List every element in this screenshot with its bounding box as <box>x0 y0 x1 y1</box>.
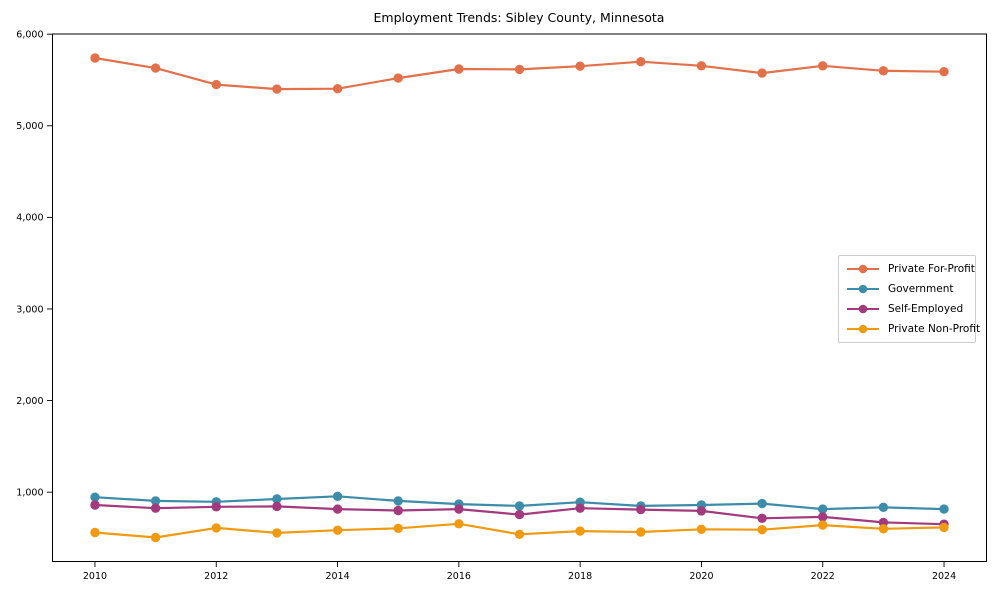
legend-line-marker-icon <box>847 304 879 314</box>
data-point-self-employed <box>514 509 525 520</box>
data-point-private-for-profit <box>150 63 161 73</box>
data-point-private-for-profit <box>939 67 949 77</box>
data-point-self-employed <box>636 504 646 515</box>
data-point-private-non-profit <box>514 529 525 539</box>
x-tick-label: 2012 <box>204 571 228 582</box>
data-point-government <box>332 491 343 501</box>
y-tick-label: 2,000 <box>16 396 43 407</box>
data-point-private-non-profit <box>575 526 585 536</box>
data-point-self-employed <box>272 501 282 512</box>
data-point-government <box>272 494 282 504</box>
data-point-private-non-profit <box>211 523 221 533</box>
data-point-private-non-profit <box>272 528 282 538</box>
y-tick-label: 3,000 <box>16 304 43 315</box>
legend-label: Private For-Profit <box>888 263 975 275</box>
data-point-self-employed <box>696 506 707 516</box>
data-point-private-non-profit <box>454 519 464 529</box>
data-point-government <box>757 498 767 509</box>
x-tick-label: 2020 <box>689 571 713 582</box>
y-tick-label: 4,000 <box>16 213 43 224</box>
data-point-private-non-profit <box>939 522 949 533</box>
data-point-government <box>150 496 161 506</box>
data-point-private-for-profit <box>878 66 889 76</box>
data-point-private-for-profit <box>211 79 221 90</box>
data-point-private-non-profit <box>332 525 343 535</box>
data-point-private-for-profit <box>575 61 585 71</box>
x-tick-label: 2010 <box>83 571 107 582</box>
data-point-self-employed <box>757 513 767 523</box>
data-point-private-for-profit <box>636 57 646 67</box>
data-point-self-employed <box>575 503 585 513</box>
x-tick-label: 2016 <box>447 571 471 582</box>
legend: Private For-Profit Government Self-Emplo… <box>838 255 980 343</box>
legend-label: Self-Employed <box>888 303 964 315</box>
data-point-government <box>90 492 100 502</box>
data-point-government <box>939 504 949 514</box>
data-point-private-for-profit <box>757 68 767 78</box>
y-tick-label: 6,000 <box>16 29 43 40</box>
data-point-self-employed <box>332 504 343 514</box>
data-point-private-for-profit <box>90 53 100 63</box>
data-point-private-for-profit <box>332 84 343 94</box>
data-point-self-employed <box>90 500 100 510</box>
legend-label: Private Non-Profit <box>888 323 981 335</box>
data-point-private-non-profit <box>150 532 161 543</box>
legend-item-private-for-profit: Private For-Profit <box>846 260 975 278</box>
data-point-self-employed <box>150 503 161 513</box>
data-point-private-for-profit <box>818 61 828 71</box>
data-point-private-non-profit <box>878 524 889 534</box>
data-point-private-non-profit <box>636 527 646 537</box>
legend-line-marker-icon <box>847 284 879 294</box>
data-point-private-for-profit <box>393 73 403 83</box>
data-point-government <box>393 496 403 506</box>
data-point-private-non-profit <box>696 524 707 534</box>
data-point-self-employed <box>818 512 828 522</box>
data-point-government <box>514 501 525 511</box>
data-point-private-non-profit <box>393 523 403 533</box>
data-point-self-employed <box>393 505 403 516</box>
x-tick-label: 2018 <box>568 571 592 582</box>
data-point-private-for-profit <box>696 61 707 71</box>
data-point-private-non-profit <box>90 527 100 538</box>
data-point-self-employed <box>454 504 464 514</box>
data-point-government <box>878 502 889 512</box>
legend-label: Government <box>888 283 954 295</box>
x-tick-label: 2022 <box>811 571 835 582</box>
data-point-private-for-profit <box>454 64 464 74</box>
data-point-self-employed <box>211 502 221 512</box>
data-point-government <box>818 504 828 514</box>
legend-item-private-non-profit: Private Non-Profit <box>846 320 980 338</box>
data-point-private-non-profit <box>757 525 767 535</box>
data-point-private-for-profit <box>272 84 282 94</box>
chart-title: Employment Trends: Sibley County, Minnes… <box>373 10 665 25</box>
legend-line-marker-icon <box>847 264 879 274</box>
plot-border <box>52 33 987 562</box>
legend-line-marker-icon <box>847 324 879 334</box>
data-point-private-for-profit <box>514 64 525 75</box>
legend-item-self-employed: Self-Employed <box>846 300 975 318</box>
x-tick-label: 2024 <box>932 571 956 582</box>
y-tick-label: 1,000 <box>16 487 43 498</box>
legend-item-government: Government <box>846 280 975 298</box>
x-tick-label: 2014 <box>325 571 349 582</box>
data-point-private-non-profit <box>818 520 828 530</box>
y-tick-label: 5,000 <box>16 121 43 132</box>
